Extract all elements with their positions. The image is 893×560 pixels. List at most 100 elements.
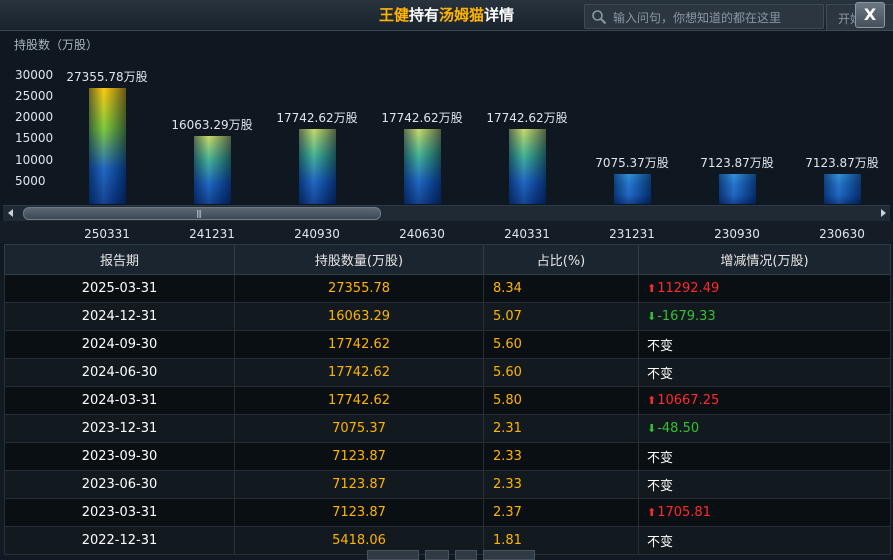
bar-value-label: 27355.78万股 bbox=[66, 70, 148, 84]
bar-shade bbox=[88, 88, 126, 204]
shares-cell: 16063.29 bbox=[234, 302, 484, 331]
change-cell: ⬇-1679.33 bbox=[638, 302, 891, 331]
holding-table: 报告期 持股数量(万股) 占比(%) 增减情况(万股) 2025-03-31 27… bbox=[4, 244, 891, 555]
change-cell: 不变 bbox=[638, 330, 891, 359]
table-row[interactable]: 2023-09-30 7123.87 2.33 不变 bbox=[4, 442, 891, 471]
table-row[interactable]: 2023-06-30 7123.87 2.33 不变 bbox=[4, 470, 891, 499]
pager-next-button[interactable] bbox=[483, 550, 535, 560]
report-date-cell: 2024-03-31 bbox=[4, 386, 235, 415]
ratio-cell: 5.80 bbox=[483, 386, 639, 415]
ratio-cell: 2.31 bbox=[483, 414, 639, 443]
change-cell: 不变 bbox=[638, 470, 891, 499]
arrow-down-icon: ⬇ bbox=[647, 310, 657, 323]
change-cell: ⬆11292.49 bbox=[638, 274, 891, 303]
bar-240630[interactable] bbox=[403, 128, 441, 204]
shares-cell: 7123.87 bbox=[234, 442, 484, 471]
table-row[interactable]: 2023-12-31 7075.37 2.31 ⬇-48.50 bbox=[4, 414, 891, 443]
search-input[interactable]: 输入问句，你想知道的都在这里 bbox=[584, 4, 824, 29]
change-value: 11292.49 bbox=[657, 281, 720, 296]
table-row[interactable]: 2025-03-31 27355.78 8.34 ⬆11292.49 bbox=[4, 274, 891, 303]
bar-value-label: 17742.62万股 bbox=[486, 110, 568, 125]
pager-page-button[interactable] bbox=[455, 550, 477, 560]
x-tick-label: 240630 bbox=[399, 227, 445, 241]
change-value: 1705.81 bbox=[657, 505, 711, 520]
bar-230930[interactable] bbox=[718, 173, 756, 204]
y-tick-label: 15000 bbox=[15, 131, 54, 146]
y-axis-label: 持股数（万股） bbox=[14, 38, 99, 52]
page-title: 王健持有汤姆猫详情 bbox=[0, 4, 893, 25]
change-cell: 不变 bbox=[638, 442, 891, 471]
grip-icon: ||| bbox=[196, 209, 202, 218]
holder-name: 王健 bbox=[378, 6, 409, 24]
report-date-cell: 2023-03-31 bbox=[4, 498, 235, 527]
bar-shade bbox=[508, 128, 546, 204]
x-tick-label: 241231 bbox=[189, 227, 235, 241]
shares-cell: 5418.06 bbox=[234, 526, 484, 555]
report-date-cell: 2023-09-30 bbox=[4, 442, 235, 471]
bar-230630[interactable] bbox=[823, 173, 861, 204]
x-tick-label: 231231 bbox=[609, 227, 655, 241]
bar-value-label: 17742.62万股 bbox=[381, 110, 463, 125]
report-date-cell: 2022-12-31 bbox=[4, 526, 235, 555]
report-date-cell: 2024-09-30 bbox=[4, 330, 235, 359]
col-header-change[interactable]: 增减情况(万股) bbox=[638, 244, 891, 275]
bar-value-label: 7123.87万股 bbox=[805, 155, 879, 170]
shares-cell: 27355.78 bbox=[234, 274, 484, 303]
bar-shade bbox=[193, 135, 231, 204]
search-placeholder: 输入问句，你想知道的都在这里 bbox=[613, 11, 782, 25]
change-value: 10667.25 bbox=[657, 393, 720, 408]
table-header-row: 报告期 持股数量(万股) 占比(%) 增减情况(万股) bbox=[4, 244, 891, 275]
bar-240930[interactable] bbox=[298, 128, 336, 204]
bar-value-label: 17742.62万股 bbox=[276, 110, 358, 125]
bar-240331[interactable] bbox=[508, 128, 546, 204]
table-row[interactable]: 2024-03-31 17742.62 5.80 ⬆10667.25 bbox=[4, 386, 891, 415]
change-cell: ⬆1705.81 bbox=[638, 498, 891, 527]
scroll-right-icon[interactable] bbox=[881, 209, 886, 217]
change-value: 不变 bbox=[647, 535, 674, 550]
y-tick-label: 5000 bbox=[15, 173, 46, 188]
shares-cell: 7075.37 bbox=[234, 414, 484, 443]
arrow-up-icon: ⬆ bbox=[647, 394, 657, 407]
y-tick-label: 30000 bbox=[15, 67, 54, 82]
chart-scrollbar[interactable]: ||| bbox=[3, 205, 890, 222]
bar-231231[interactable] bbox=[613, 173, 651, 204]
change-value: -48.50 bbox=[657, 421, 700, 436]
ratio-cell: 5.07 bbox=[483, 302, 639, 331]
arrow-down-icon: ⬇ bbox=[647, 422, 657, 435]
arrow-up-icon: ⬆ bbox=[647, 282, 657, 295]
title-bar: 王健持有汤姆猫详情 输入问句，你想知道的都在这里 开始 X bbox=[0, 0, 893, 31]
table-row[interactable]: 2024-09-30 17742.62 5.60 不变 bbox=[4, 330, 891, 359]
y-tick-label: 25000 bbox=[15, 88, 54, 103]
table-row[interactable]: 2022-12-31 5418.06 1.81 不变 bbox=[4, 526, 891, 555]
change-value: 不变 bbox=[647, 479, 674, 494]
col-header-shares[interactable]: 持股数量(万股) bbox=[234, 244, 484, 275]
ratio-cell: 2.33 bbox=[483, 442, 639, 471]
table-row[interactable]: 2024-12-31 16063.29 5.07 ⬇-1679.33 bbox=[4, 302, 891, 331]
scroll-left-icon[interactable] bbox=[8, 209, 13, 217]
report-date-cell: 2023-06-30 bbox=[4, 470, 235, 499]
col-header-date[interactable]: 报告期 bbox=[4, 244, 235, 275]
col-header-ratio[interactable]: 占比(%) bbox=[483, 244, 639, 275]
scrollbar-thumb[interactable]: ||| bbox=[23, 207, 381, 220]
bar-241231[interactable] bbox=[193, 135, 231, 204]
pager-page-button[interactable] bbox=[425, 550, 449, 560]
change-cell: ⬇-48.50 bbox=[638, 414, 891, 443]
table-row[interactable]: 2023-03-31 7123.87 2.37 ⬆1705.81 bbox=[4, 498, 891, 527]
close-button[interactable]: X bbox=[855, 2, 885, 28]
company-name: 汤姆猫 bbox=[439, 6, 485, 24]
pager-prev-button[interactable] bbox=[367, 550, 419, 560]
bar-250331[interactable] bbox=[88, 88, 126, 204]
x-tick-label: 230930 bbox=[714, 227, 760, 241]
shares-cell: 7123.87 bbox=[234, 498, 484, 527]
bar-shade bbox=[298, 128, 336, 204]
title-verb: 持有 bbox=[408, 6, 439, 24]
ratio-cell: 8.34 bbox=[483, 274, 639, 303]
table-row[interactable]: 2024-06-30 17742.62 5.60 不变 bbox=[4, 358, 891, 387]
bar-value-label: 16063.29万股 bbox=[171, 117, 253, 132]
bar-value-label: 7123.87万股 bbox=[700, 155, 774, 170]
ratio-cell: 2.37 bbox=[483, 498, 639, 527]
shares-cell: 17742.62 bbox=[234, 358, 484, 387]
shares-cell: 17742.62 bbox=[234, 386, 484, 415]
report-date-cell: 2025-03-31 bbox=[4, 274, 235, 303]
change-cell: 不变 bbox=[638, 358, 891, 387]
